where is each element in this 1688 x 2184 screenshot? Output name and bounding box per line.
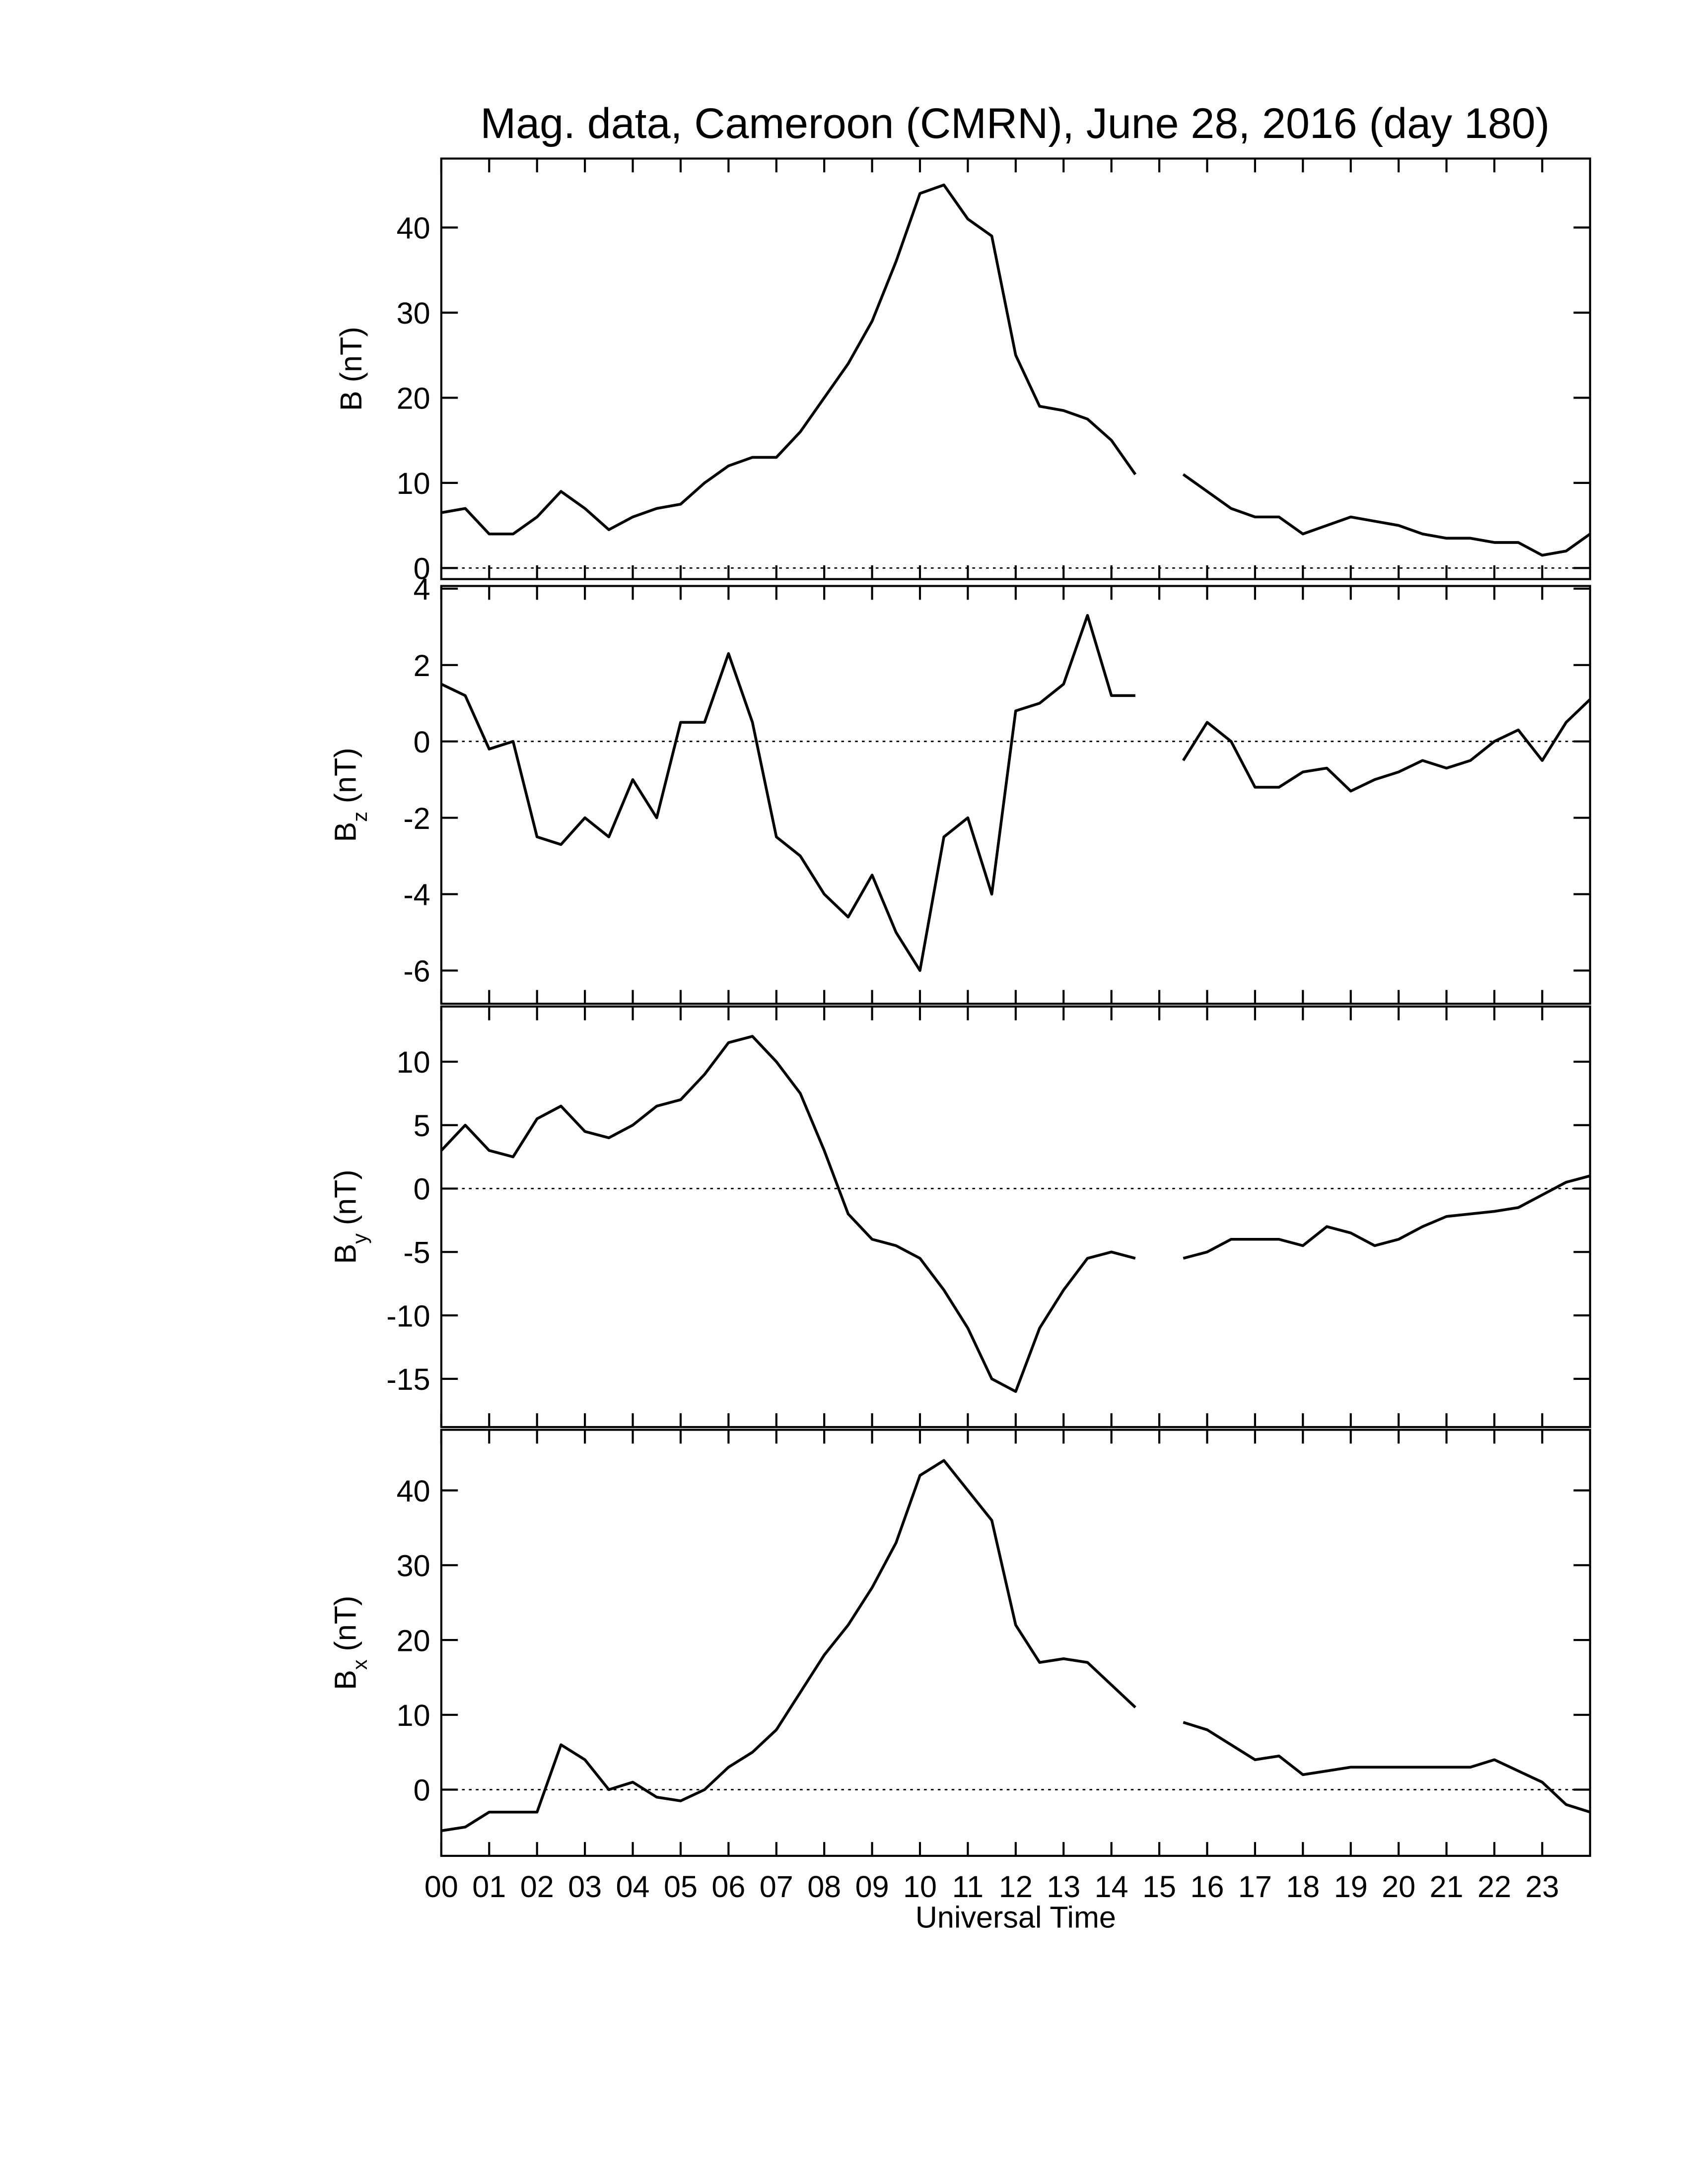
data-line xyxy=(441,183,1591,557)
x-tick-label: 15 xyxy=(1142,1870,1176,1904)
x-tick-label: 13 xyxy=(1047,1870,1080,1904)
y-axis-label: By (nT) xyxy=(329,1169,371,1264)
y-tick-label: 0 xyxy=(414,1774,430,1807)
y-tick-label: 40 xyxy=(397,211,430,245)
x-tick-label: 14 xyxy=(1095,1870,1128,1904)
y-tick-label: 20 xyxy=(397,1624,430,1657)
x-tick-label: 16 xyxy=(1190,1870,1224,1904)
x-tick-label: 22 xyxy=(1477,1870,1511,1904)
y-tick-label: -4 xyxy=(403,878,430,912)
y-tick-label: 2 xyxy=(414,649,430,682)
y-tick-label: -6 xyxy=(403,955,430,988)
y-tick-label: 10 xyxy=(397,1699,430,1732)
y-tick-label: -10 xyxy=(386,1299,430,1333)
y-axis-label-unit: (nT) xyxy=(329,1169,362,1225)
x-axis-label: Universal Time xyxy=(915,1900,1116,1934)
y-axis-label-main: B xyxy=(329,1670,362,1690)
data-line xyxy=(440,1035,1591,1393)
y-axis-label-subscript: z xyxy=(348,812,371,822)
x-tick-label: 19 xyxy=(1334,1870,1368,1904)
x-tick-label: 08 xyxy=(807,1870,841,1904)
x-tick-label: 17 xyxy=(1238,1870,1272,1904)
x-tick-label: 00 xyxy=(424,1870,458,1904)
x-tick-label: 04 xyxy=(616,1870,650,1904)
y-axis-label-unit: (nT) xyxy=(329,1596,362,1651)
y-axis-label-main: B xyxy=(329,822,362,842)
chart-title: Mag. data, Cameroon (CMRN), June 28, 201… xyxy=(481,100,1550,147)
y-axis-label-subscript: y xyxy=(348,1233,371,1244)
x-tick-label: 11 xyxy=(952,1870,984,1904)
y-axis-label: B (nT) xyxy=(334,327,368,411)
y-axis-label-subscript: x xyxy=(348,1659,371,1670)
data-line xyxy=(441,1459,1591,1833)
y-axis-label: Bx (nT) xyxy=(329,1596,371,1690)
y-tick-label: 10 xyxy=(397,1045,430,1079)
x-tick-label: 06 xyxy=(711,1870,745,1904)
x-tick-label: 05 xyxy=(664,1870,698,1904)
y-tick-label: -15 xyxy=(386,1363,430,1396)
x-tick-label: 21 xyxy=(1430,1870,1464,1904)
y-tick-label: 20 xyxy=(397,382,430,415)
y-tick-label: 0 xyxy=(414,725,430,759)
y-axis-label-unit: (nT) xyxy=(329,748,362,803)
x-tick-label: 02 xyxy=(520,1870,554,1904)
y-tick-label: 0 xyxy=(414,1172,430,1206)
x-tick-label: 09 xyxy=(855,1870,889,1904)
y-tick-label: 0 xyxy=(414,552,430,586)
y-tick-label: 4 xyxy=(414,572,430,606)
y-tick-label: 10 xyxy=(397,467,430,500)
x-tick-label: 01 xyxy=(472,1870,506,1904)
x-tick-label: 20 xyxy=(1382,1870,1415,1904)
y-tick-label: 5 xyxy=(414,1109,430,1143)
y-tick-label: 30 xyxy=(397,1549,430,1583)
x-tick-label: 12 xyxy=(999,1870,1033,1904)
y-axis-label-main: B (nT) xyxy=(334,327,368,411)
y-tick-label: 40 xyxy=(397,1474,430,1508)
y-tick-label: -5 xyxy=(403,1236,430,1270)
data-line xyxy=(440,614,1591,972)
x-tick-label: 23 xyxy=(1525,1870,1559,1904)
y-axis-label-main: B xyxy=(329,1244,362,1264)
x-tick-label: 10 xyxy=(903,1870,937,1904)
x-tick-label: 03 xyxy=(568,1870,602,1904)
y-tick-label: -2 xyxy=(403,802,430,835)
y-axis-label: Bz (nT) xyxy=(329,748,371,842)
x-tick-label: 07 xyxy=(760,1870,793,1904)
x-tick-label: 18 xyxy=(1286,1870,1320,1904)
y-tick-label: 30 xyxy=(397,296,430,330)
